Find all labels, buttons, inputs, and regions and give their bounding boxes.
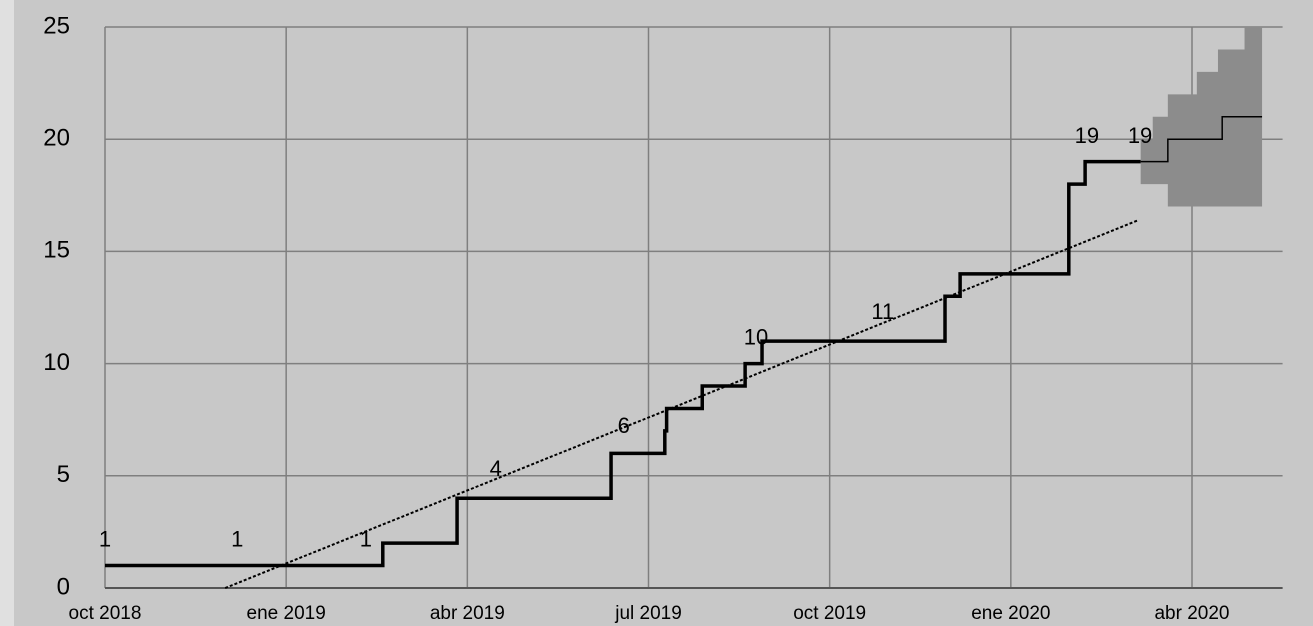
y-tick-label: 10	[43, 349, 70, 376]
y-tick-label: 20	[43, 125, 70, 152]
data-label: 1	[231, 527, 243, 552]
y-tick-label: 0	[57, 573, 70, 600]
x-tick-label: ene 2020	[971, 603, 1050, 624]
data-label: 1	[360, 527, 372, 552]
data-label: 19	[1075, 123, 1099, 148]
data-label: 19	[1128, 123, 1152, 148]
data-label: 10	[744, 325, 768, 350]
x-tick-label: jul 2019	[614, 603, 682, 624]
data-label: 4	[490, 456, 502, 481]
x-tick-label: oct 2018	[69, 603, 142, 624]
left-strip	[0, 0, 14, 626]
x-tick-label: oct 2019	[793, 603, 866, 624]
y-tick-label: 5	[57, 461, 70, 488]
x-tick-label: ene 2019	[247, 603, 326, 624]
forecast-band	[1140, 27, 1263, 207]
step-line	[1140, 116, 1263, 163]
data-label: 1	[99, 527, 111, 552]
y-tick-label: 15	[43, 237, 70, 264]
data-label: 6	[618, 413, 630, 438]
y-tick-label: 25	[43, 12, 70, 39]
x-tick-label: abr 2020	[1154, 603, 1229, 624]
x-tick-label: abr 2019	[430, 603, 505, 624]
trend-line	[224, 219, 1140, 589]
data-label: 11	[871, 299, 894, 324]
step-line	[105, 159, 1141, 568]
